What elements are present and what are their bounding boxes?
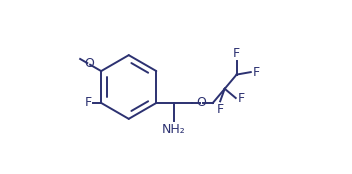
Text: F: F (252, 66, 259, 79)
Text: NH₂: NH₂ (162, 124, 186, 136)
Text: O: O (196, 96, 207, 109)
Text: F: F (216, 103, 224, 116)
Text: F: F (85, 96, 92, 109)
Text: F: F (237, 92, 245, 105)
Text: F: F (233, 47, 240, 60)
Text: O: O (84, 57, 94, 70)
